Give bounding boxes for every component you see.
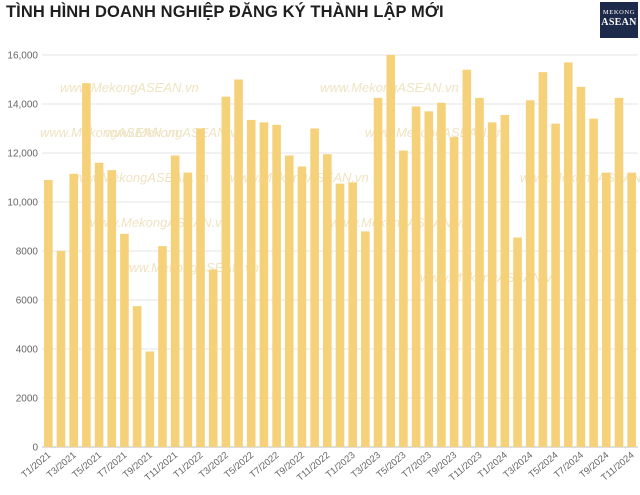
logo-line-2: ASEAN — [601, 17, 637, 28]
bar-T5/2023 — [399, 150, 408, 448]
bar-T11/2023 — [475, 97, 484, 447]
bar-T11/2022 — [323, 154, 332, 447]
y-tick-label: 2000 — [16, 394, 39, 405]
x-axis-ticks: T1/2021T3/2021T5/2021T7/2021T9/2021T11/2… — [19, 450, 636, 484]
bar-T6/2022 — [259, 122, 269, 447]
bar-T1/2021 — [44, 179, 53, 447]
bar-T6/2021 — [107, 170, 117, 447]
bar-T1/2022 — [196, 128, 205, 447]
bar-T10/2024 — [614, 97, 624, 447]
bar-T12/2022 — [335, 183, 345, 447]
bar-T7/2022 — [272, 124, 281, 447]
y-tick-label: 4000 — [16, 345, 39, 356]
bars — [44, 55, 636, 448]
y-tick-label: 6000 — [16, 296, 39, 307]
bar-T9/2021 — [145, 351, 155, 447]
bar-T7/2024 — [576, 86, 586, 447]
y-tick-label: 10,000 — [7, 198, 38, 209]
bar-T12/2023 — [487, 122, 497, 447]
bar-T8/2022 — [284, 155, 294, 447]
y-axis-ticks: 0 2000 4000 6000 8000 10,000 12,000 14,000 16,00… — [7, 51, 38, 454]
mekong-asean-logo: MEKONG ASEAN — [600, 2, 638, 38]
watermark-text: www.MekongASEAN.vn — [60, 80, 199, 95]
bar-T7/2021 — [120, 233, 129, 447]
bar-T10/2023 — [462, 69, 472, 447]
bar-T9/2022 — [297, 166, 307, 447]
watermark-text: www.MekongASEAN.vn — [105, 125, 244, 140]
bar-T7/2023 — [424, 111, 434, 447]
bar-T3/2023 — [373, 97, 383, 447]
bar-T10/2022 — [310, 128, 319, 447]
logo-line-1: MEKONG — [602, 9, 636, 16]
bar-T11/2021 — [170, 155, 180, 447]
bar-T2/2022 — [208, 269, 218, 447]
bar-T5/2021 — [94, 162, 104, 448]
bar-T9/2024 — [601, 172, 611, 447]
watermark-text: www.MekongASEAN.vn — [90, 215, 229, 230]
bar-T1/2023 — [348, 182, 357, 447]
y-tick-label: 14,000 — [7, 100, 38, 111]
bar-T8/2021 — [132, 306, 142, 447]
bar-T4/2023 — [386, 55, 396, 447]
y-tick-label: 0 — [32, 443, 38, 454]
bar-T6/2024 — [563, 62, 573, 447]
bar-T10/2021 — [158, 246, 167, 447]
bar-T3/2021 — [69, 173, 79, 447]
bar-T6/2023 — [411, 106, 421, 447]
bar-T3/2022 — [221, 96, 231, 448]
bar-T4/2021 — [82, 83, 91, 448]
bar-T11/2024 — [627, 172, 636, 447]
bar-T2/2021 — [56, 251, 66, 447]
bar-T5/2024 — [551, 123, 560, 447]
y-tick-label: 16,000 — [7, 51, 38, 62]
bar-T3/2024 — [525, 100, 535, 447]
y-tick-label: 12,000 — [7, 149, 38, 160]
bar-T4/2022 — [234, 79, 243, 447]
bar-T12/2021 — [183, 172, 193, 447]
watermark-text: www.MekongASEAN.vn — [40, 125, 179, 140]
chart-title: TÌNH HÌNH DOANH NGHIỆP ĐĂNG KÝ THÀNH LẬP… — [6, 3, 444, 21]
bar-T2/2023 — [361, 231, 370, 447]
bar-T4/2024 — [538, 72, 548, 448]
bar-T9/2023 — [449, 137, 459, 447]
bar-T5/2022 — [246, 119, 256, 448]
bar-T8/2023 — [437, 102, 446, 448]
y-tick-label: 8000 — [16, 247, 39, 258]
bar-T8/2024 — [589, 118, 598, 447]
bar-T1/2024 — [500, 115, 510, 448]
bar-T2/2024 — [513, 237, 522, 447]
